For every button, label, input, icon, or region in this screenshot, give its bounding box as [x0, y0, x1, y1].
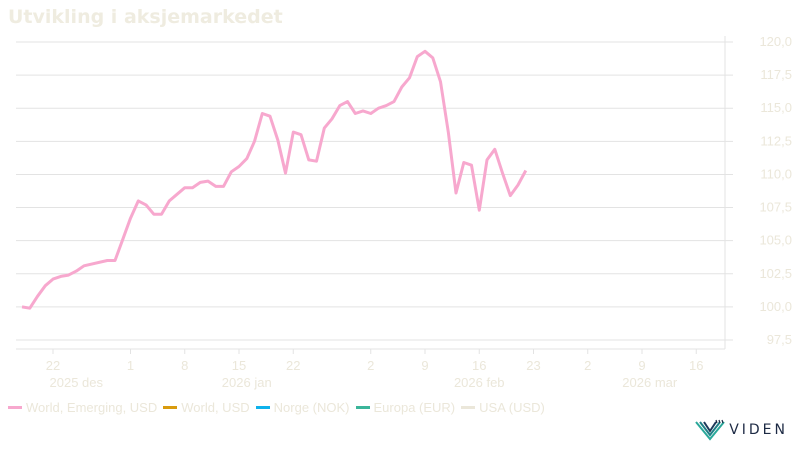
y-tick-label: 105,0 — [759, 233, 792, 248]
x-group-label: 2025 des — [50, 375, 104, 390]
gridlines — [16, 36, 733, 350]
x-group-label: 2026 feb — [454, 375, 505, 390]
legend-swatch — [163, 406, 178, 409]
y-tick-label: 115,0 — [760, 100, 792, 115]
x-group-label: 2026 jan — [222, 375, 272, 390]
y-axis-ticks: 120,0 117,5 115,0 112,5 110,0 107,5 105,0 102,5… — [759, 34, 792, 347]
series-line-world-emerging-usd — [21, 49, 528, 310]
legend-item[interactable]: Europa (EUR) — [355, 400, 456, 415]
y-tick-label: 120,0 — [759, 34, 792, 49]
legend-item[interactable]: USA (USD) — [461, 400, 545, 415]
y-tick-label: 117,5 — [760, 67, 792, 82]
brand-name: VIDEN — [729, 422, 788, 438]
y-tick-label: 102,5 — [759, 266, 792, 281]
y-tick-label: 100,0 — [759, 299, 792, 314]
legend-item[interactable]: World, Emerging, USD — [8, 400, 157, 415]
y-tick-label: 97,5 — [767, 332, 792, 347]
x-tick-label: 22 — [286, 358, 300, 373]
x-tick-label: 22 — [46, 358, 60, 373]
legend-swatch — [255, 406, 270, 409]
legend-item[interactable]: Norge (NOK) — [255, 400, 350, 415]
x-tick-label: 9 — [638, 358, 645, 373]
legend-label: World, Emerging, USD — [26, 400, 158, 415]
viden-logo: VIDEN — [695, 419, 788, 441]
x-tick-label: 15 — [232, 358, 246, 373]
x-group-label: 2026 mar — [622, 375, 678, 390]
x-tick-label: 2 — [367, 358, 374, 373]
legend-label: USA (USD) — [479, 400, 545, 415]
series-lines — [21, 49, 528, 310]
x-tick-label: 9 — [421, 358, 428, 373]
y-tick-label: 112,5 — [760, 133, 792, 148]
legend-swatch — [8, 406, 22, 409]
x-tick-label: 23 — [526, 358, 540, 373]
x-tick-label: 8 — [181, 358, 188, 373]
legend-swatch — [461, 406, 476, 409]
x-tick-label: 1 — [127, 358, 134, 373]
legend-label: Norge (NOK) — [273, 400, 350, 415]
legend-label: World, USD — [181, 400, 250, 415]
x-tick-label: 2 — [584, 358, 591, 373]
viden-logo-icon — [695, 419, 725, 441]
legend: World, Emerging, USD World, USD Norge (NOK… — [8, 400, 551, 415]
chart-title: Utvikling i aksjemarkedet — [8, 6, 283, 28]
legend-swatch — [355, 406, 370, 409]
x-tick-label: 16 — [472, 358, 486, 373]
x-tick-label: 16 — [689, 358, 703, 373]
legend-item[interactable]: World, USD — [163, 400, 250, 415]
y-tick-label: 107,5 — [759, 200, 792, 215]
y-tick-label: 110,0 — [760, 166, 792, 181]
legend-label: Europa (EUR) — [373, 400, 456, 415]
